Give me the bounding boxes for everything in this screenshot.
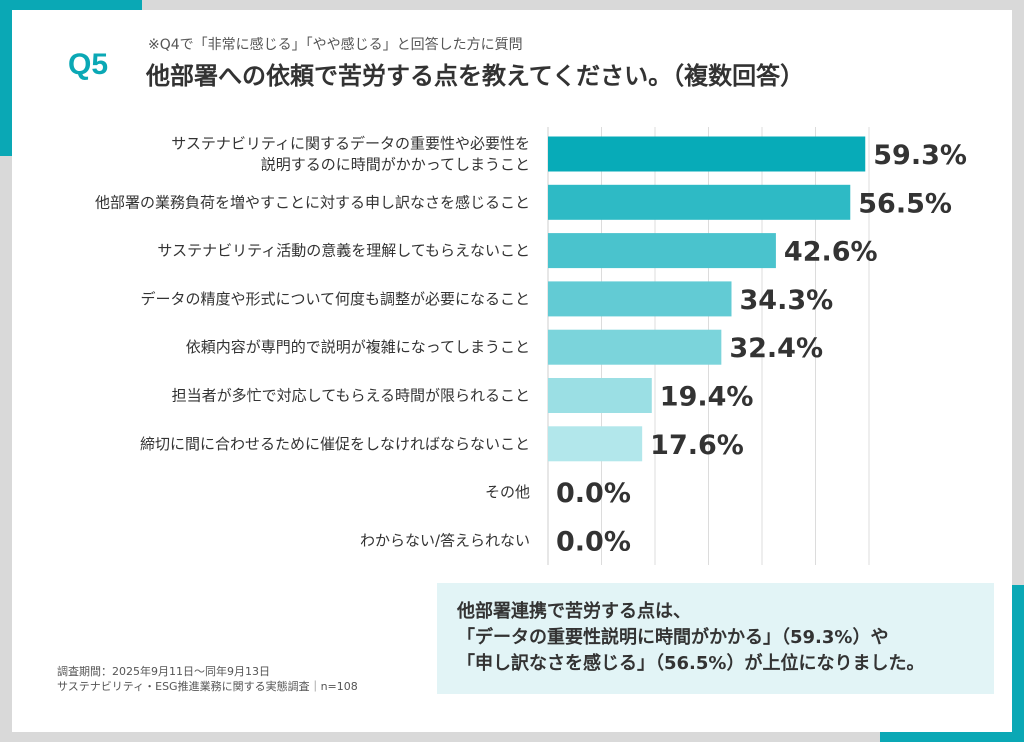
category-label: 依頼内容が専門的で説明が複雑になってしまうこと [186, 338, 530, 356]
survey-name: サステナビリティ・ESG推進業務に関する実態調査｜n=108 [57, 680, 358, 693]
category-label: データの精度や形式について何度も調整が必要になること [140, 290, 530, 308]
value-label: 34.3% [740, 285, 834, 316]
bar [548, 329, 722, 365]
survey-period: 調査期間：2025年9月11日～同年9月13日 [57, 665, 270, 678]
summary-line: 「データの重要性説明に時間がかかる」（59.3%）や [457, 627, 889, 648]
bar [548, 184, 851, 220]
value-label: 0.0% [556, 526, 631, 557]
category-label: サステナビリティ活動の意義を理解してもらえないこと [157, 242, 530, 260]
value-label: 32.4% [729, 333, 823, 364]
survey-info: 調査期間：2025年9月11日～同年9月13日 サステナビリティ・ESG推進業務… [57, 664, 358, 694]
category-label: 他部署の業務負荷を増やすことに対する申し訳なさを感じること [95, 193, 530, 211]
category-label: 担当者が多忙で対応してもらえる時間が限られること [172, 387, 530, 405]
category-label: 説明するのに時間がかかってしまうこと [261, 156, 530, 174]
bar [548, 378, 652, 413]
question-note: ※Q4で「非常に感じる」「やや感じる」と回答した方に質問 [148, 37, 523, 53]
bar [548, 426, 643, 462]
corner-accent-left [0, 0, 12, 156]
bar [548, 281, 732, 317]
summary-line: 「申し訳なさを感じる」（56.5%）が上位になりました。 [457, 653, 925, 674]
summary-line: 他部署連携で苦労する点は、 [457, 601, 691, 622]
value-label: 17.6% [650, 430, 744, 461]
value-label: 19.4% [660, 382, 754, 413]
value-label: 42.6% [784, 237, 878, 268]
value-label: 0.0% [556, 478, 631, 509]
category-label: 締切に間に合わせるために催促をしなければならないこと [140, 435, 530, 453]
category-label: サステナビリティに関するデータの重要性や必要性を [171, 135, 530, 153]
category-label: わからない/答えられない [360, 531, 530, 549]
value-label: 56.5% [858, 188, 952, 219]
corner-accent-right [1012, 585, 1024, 742]
corner-accent-bottom [880, 732, 1024, 742]
summary-box: 他部署連携で苦労する点は、 「データの重要性説明に時間がかかる」（59.3%）や… [437, 583, 994, 694]
value-label: 59.3% [873, 140, 967, 171]
question-number: Q5 [68, 48, 109, 81]
corner-accent-top [0, 0, 142, 12]
bar [548, 136, 866, 172]
page-title: 他部署への依頼で苦労する点を教えてください。（複数回答） [146, 62, 805, 90]
category-label: その他 [485, 483, 530, 501]
bar [548, 233, 776, 269]
